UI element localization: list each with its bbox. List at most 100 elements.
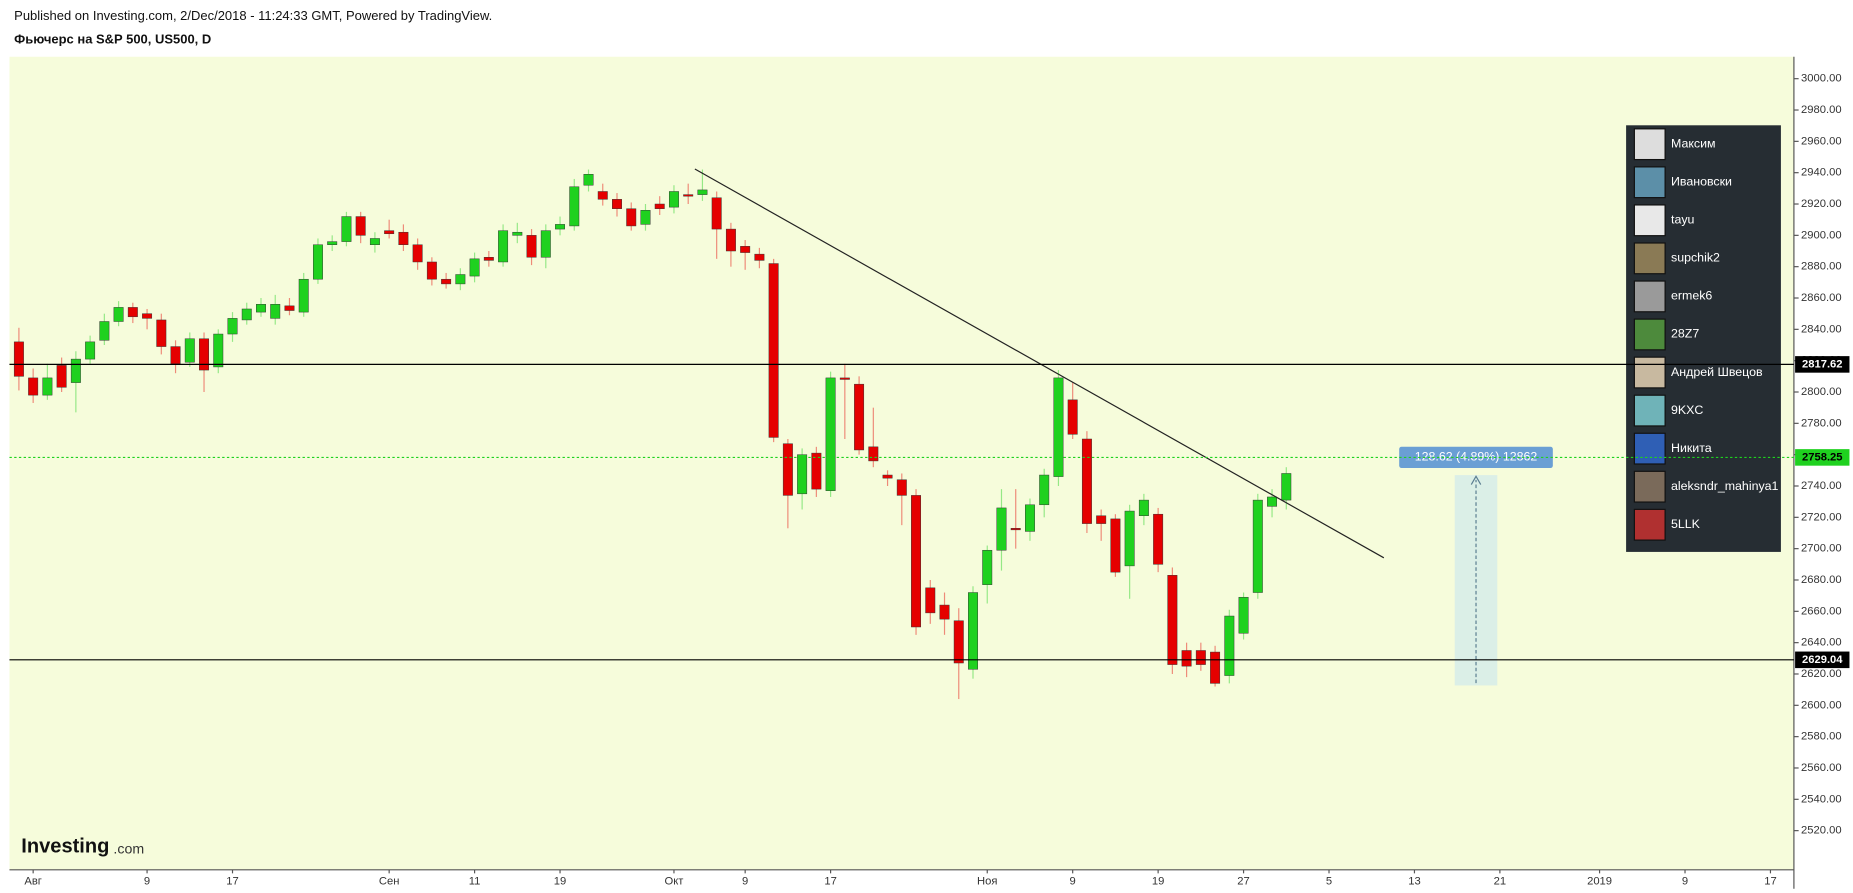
candle-body [227,318,238,335]
candle-body [312,244,323,280]
candle-body [1010,528,1021,531]
candle-body [327,241,338,245]
candle-body [697,189,708,195]
candle-body [668,191,679,208]
y-tick-label: 2800.00 [1801,386,1842,398]
candle-body [1224,615,1235,676]
y-tick-label: 2940.00 [1801,167,1842,179]
candle-body [711,197,722,230]
candle-body [868,446,879,462]
y-tick-label: 2520.00 [1801,825,1842,837]
trend-line [694,168,1385,559]
x-tick-label: 13 [1408,876,1420,888]
logo-brand: Investing [21,836,109,858]
level-label-box [1795,356,1850,373]
candle-body [996,507,1007,551]
candle-body [1153,513,1164,565]
candle-body [968,592,978,670]
candle-body [256,304,266,313]
candle-body [483,257,494,261]
candle-body [99,321,110,341]
candle-body [1081,438,1092,524]
candle-body [782,443,793,496]
y-tick-label: 2700.00 [1801,543,1842,555]
candle-body [555,224,565,230]
user-name[interactable]: aleksndr_mahinya1 [1671,479,1779,493]
y-tick-label: 2920.00 [1801,198,1842,210]
candle-body [953,620,964,664]
y-tick-label: 2880.00 [1801,261,1842,273]
candle-body [740,246,751,253]
candle-body [341,216,352,242]
y-tick-label: 2580.00 [1801,731,1842,743]
user-name[interactable]: ermek6 [1671,289,1712,303]
user-name[interactable]: 9KXC [1671,403,1703,417]
user-avatar[interactable] [1633,470,1666,503]
last-price-box [1795,449,1850,466]
x-tick-label: Окт [665,876,684,888]
x-tick-label: 17 [1764,876,1776,888]
user-name[interactable]: supchik2 [1671,251,1720,265]
candle-body [982,549,993,585]
y-tick-label: 2640.00 [1801,637,1842,649]
user-name[interactable]: 5LLK [1671,517,1701,531]
user-avatar[interactable] [1633,432,1666,465]
y-tick-label: 2680.00 [1801,574,1842,586]
candle-body [469,258,480,277]
x-tick-label: Ноя [977,876,997,888]
candle-body [882,474,893,479]
candle-body [455,274,466,285]
candle-body [1067,399,1078,435]
x-tick-label: Сен [379,876,400,888]
user-avatar[interactable] [1633,204,1666,237]
user-name[interactable]: tayu [1671,213,1695,227]
x-tick-label: 5 [1326,876,1332,888]
measure-tool: 128.62 (4.89%) 12862 [1399,446,1553,686]
candle-body [298,278,309,313]
user-avatar[interactable] [1633,356,1666,389]
x-tick-label: 11 [469,876,481,888]
candle-body [526,235,537,258]
user-name[interactable]: Никита [1671,441,1712,455]
x-tick-label: 9 [742,876,748,888]
candle-body [1167,575,1178,665]
candle-body [498,230,509,263]
user-name[interactable]: Максим [1671,136,1716,150]
candle-body [85,341,96,360]
y-tick-label: 2740.00 [1801,480,1842,492]
y-tick-label: 2560.00 [1801,762,1842,774]
y-tick-label: 2600.00 [1801,699,1842,711]
candle-body [355,216,366,236]
candle-body [1267,496,1278,507]
candle-body [1110,518,1121,573]
user-avatar[interactable] [1633,280,1666,313]
y-tick-label: 2840.00 [1801,323,1842,335]
user-name[interactable]: Андрей Швецов [1671,365,1763,379]
candle-body [1096,515,1107,524]
candle-body [42,377,53,396]
user-avatar[interactable] [1633,166,1666,199]
candle-body [825,377,836,491]
candle-body [270,304,281,319]
candle-body [1210,651,1221,684]
y-tick-label: 2980.00 [1801,104,1842,116]
candle-body [569,186,580,227]
user-avatar[interactable] [1633,394,1666,427]
candle-body [113,307,124,322]
candle-body [127,307,138,318]
candle-body [398,231,409,245]
user-avatar[interactable] [1633,508,1666,541]
candle-body [1124,510,1135,567]
user-name[interactable]: 28Z7 [1671,327,1699,341]
candle-body [1252,499,1263,593]
y-tick-label: 2720.00 [1801,511,1842,523]
user-avatar[interactable] [1633,128,1666,161]
candle-body [754,253,765,261]
user-name[interactable]: Ивановски [1671,175,1732,189]
x-tick-label: 17 [824,876,836,888]
user-avatar[interactable] [1633,318,1666,351]
user-avatar[interactable] [1633,242,1666,275]
candle-body [512,231,523,236]
level-label-box [1795,651,1850,669]
candle-body [1195,650,1206,665]
